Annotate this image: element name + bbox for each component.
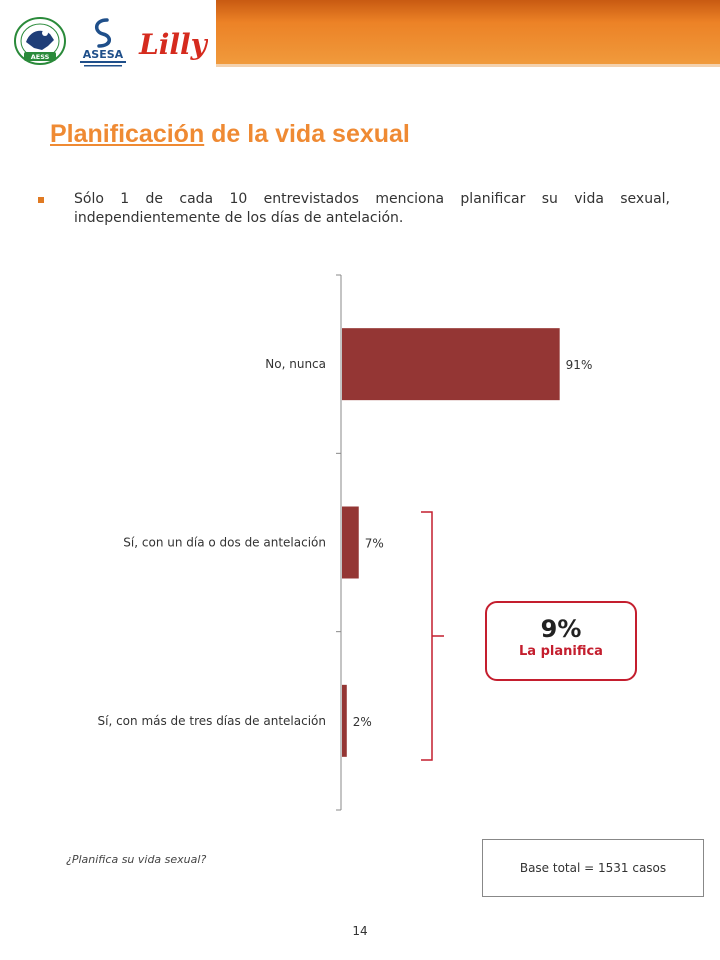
aess-logo-text: AESS [31, 53, 50, 61]
lilly-logo: Lilly [138, 28, 208, 61]
category-label: Sí, con más de tres días de antelación [98, 714, 327, 728]
lilly-logo-text: Lilly [138, 28, 208, 61]
base-total-text: Base total = 1531 casos [519, 861, 667, 875]
category-label: No, nunca [265, 357, 326, 371]
asesa-logo-text: ASESA [83, 48, 124, 61]
asesa-logo: ASESA [80, 18, 126, 67]
slide-title-underlined: Planificación [50, 120, 205, 148]
bullet-text: Sólo 1 de cada 10 entrevistados menciona… [74, 191, 670, 226]
callout-label: La planifica [519, 644, 603, 659]
survey-question: ¿Planifica su vida sexual? [66, 853, 207, 866]
bar-chart: No, nunca Sí, con un día o dos de antelac… [98, 274, 593, 811]
bar [342, 684, 347, 757]
bullet-marker [38, 197, 44, 203]
base-total-box: Base total = 1531 casos [482, 839, 704, 897]
bar [342, 328, 560, 401]
planifica-callout: 9% La planifica [485, 601, 637, 681]
header-band-shadow [216, 64, 720, 67]
callout-percent: 9% [540, 615, 582, 643]
value-label: 91% [566, 358, 593, 372]
value-label: 7% [365, 537, 384, 551]
category-label: Sí, con un día o dos de antelación [123, 536, 326, 550]
page-number: 14 [352, 924, 368, 938]
bar [342, 506, 359, 579]
aess-logo: AESS [14, 17, 66, 65]
header-band [216, 0, 720, 64]
value-label: 2% [353, 715, 372, 729]
slide-title-rest: de la vida sexual [204, 120, 410, 148]
slide-title: Planificación de la vida sexual [50, 120, 410, 149]
grouping-bracket [421, 511, 444, 761]
